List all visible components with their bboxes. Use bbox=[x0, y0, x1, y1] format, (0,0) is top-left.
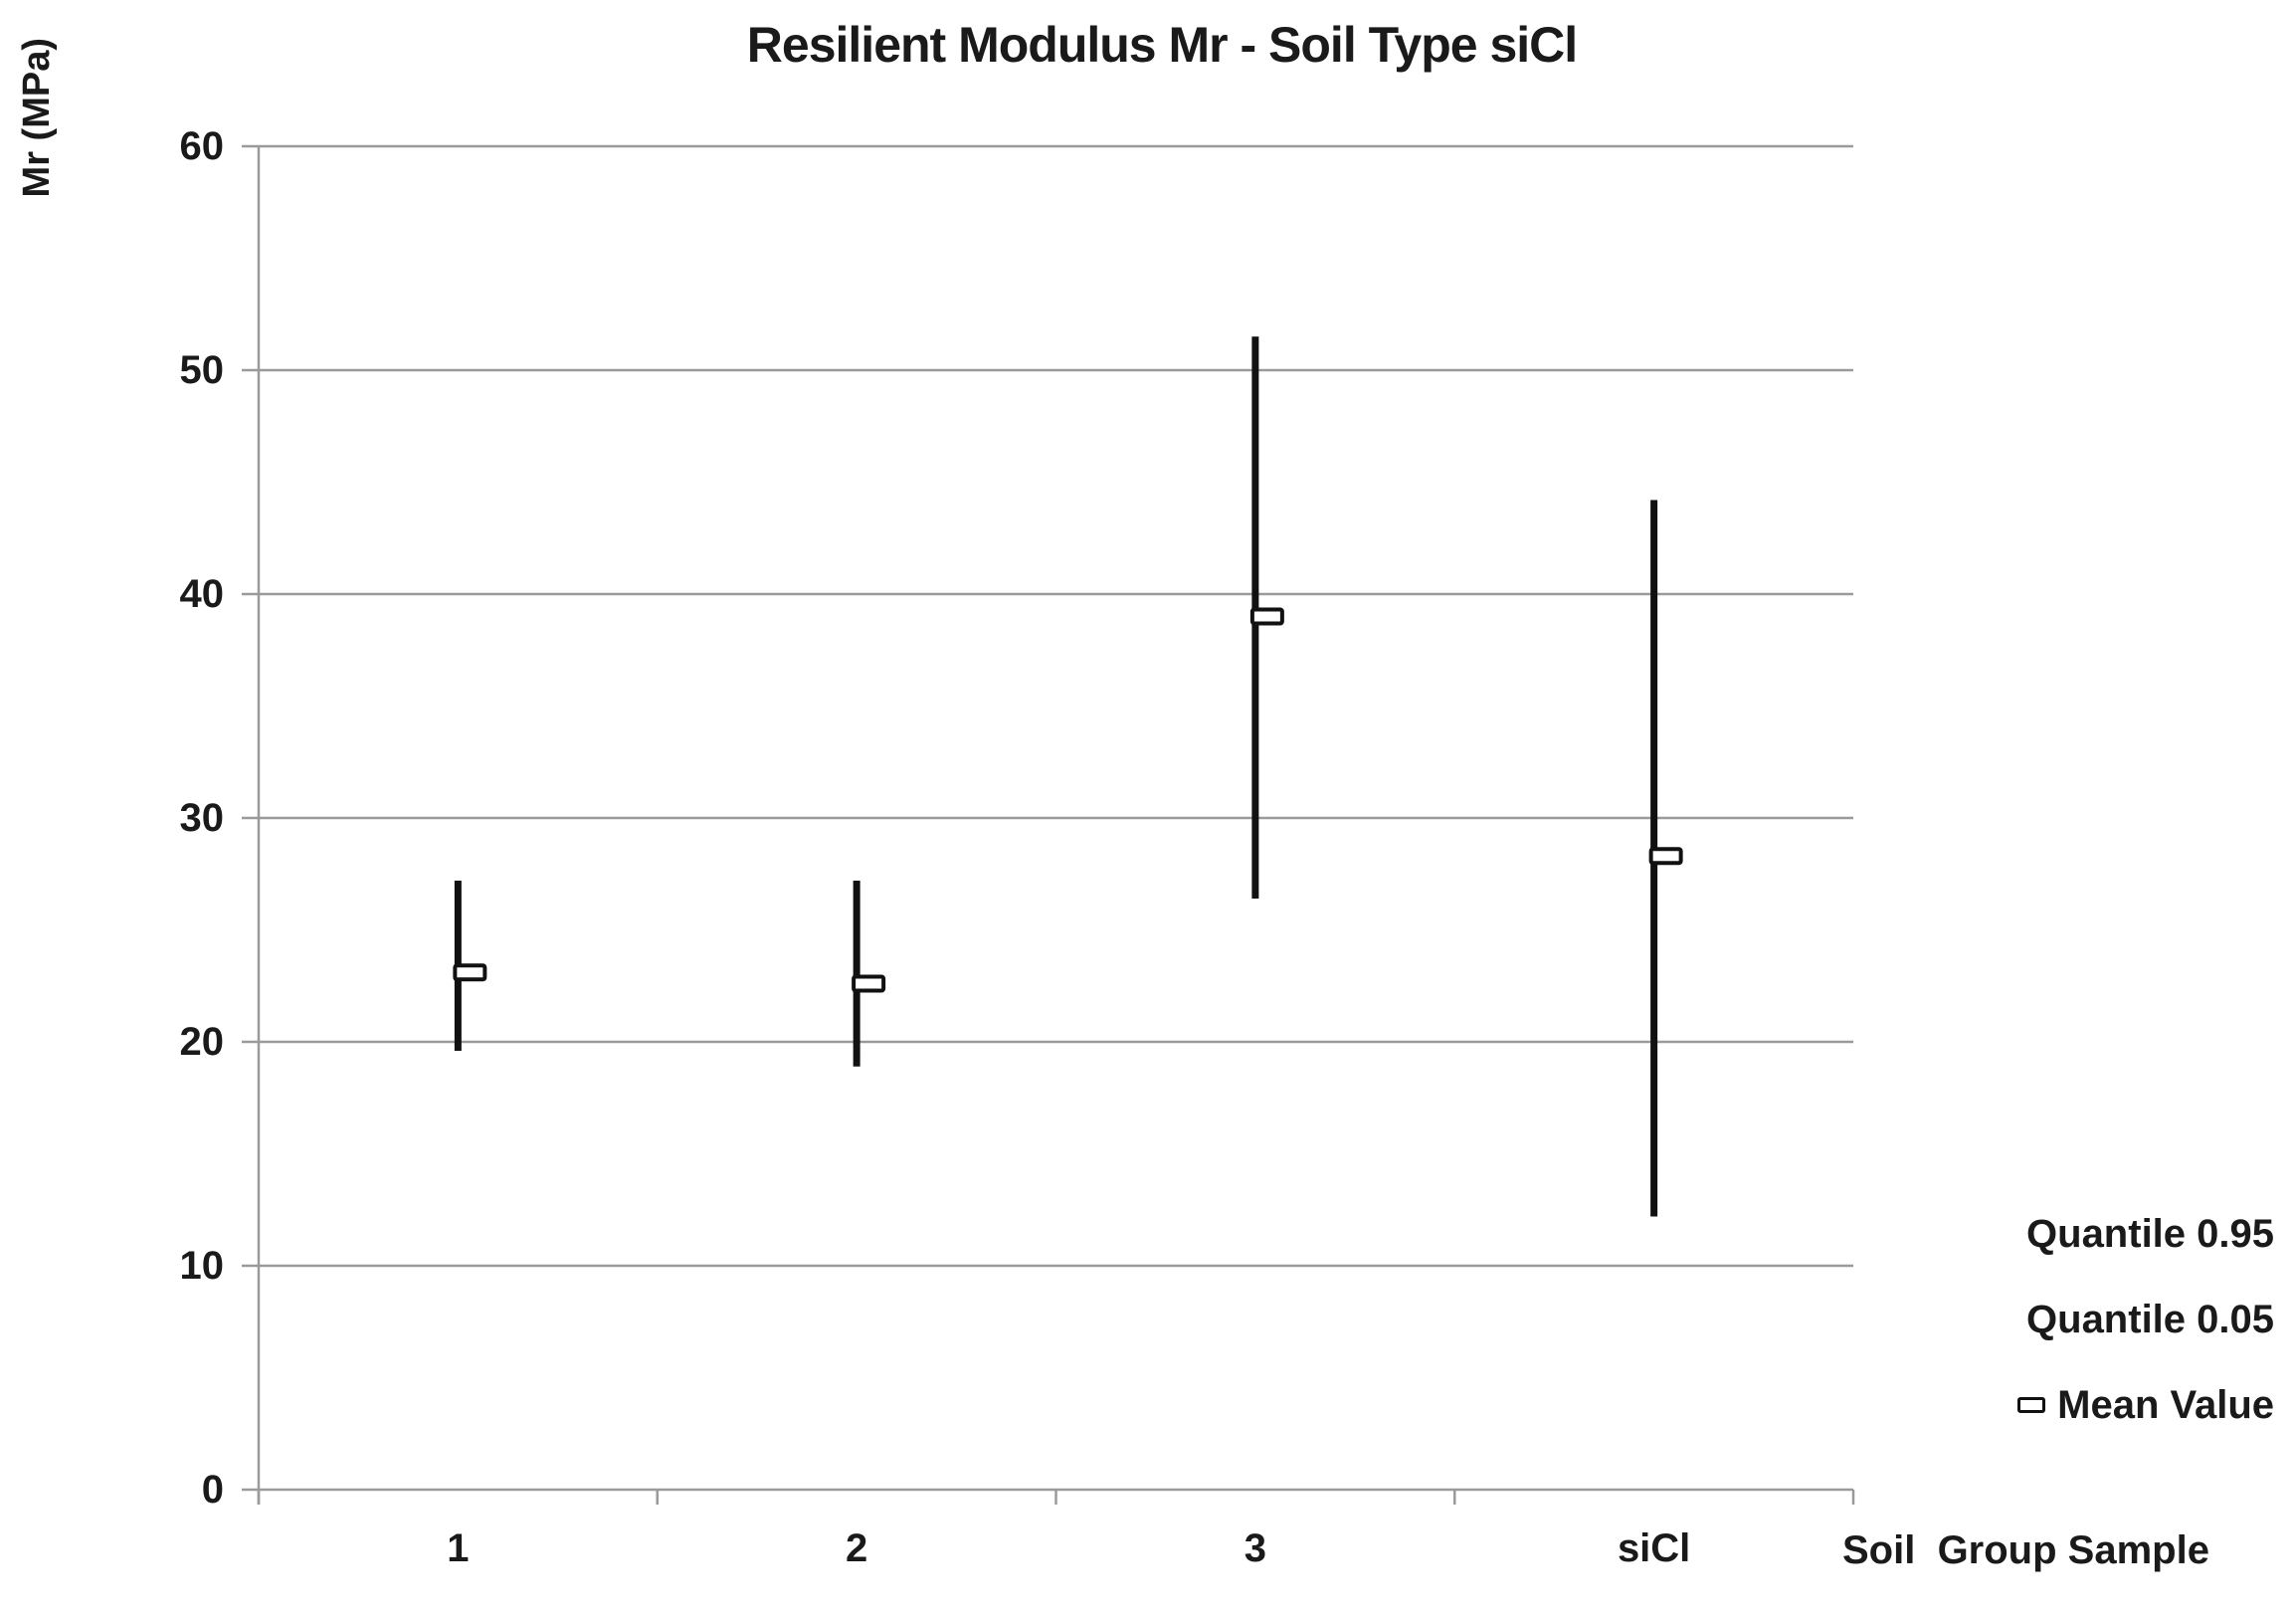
legend-item-quantile-005: Quantile 0.05 bbox=[2026, 1298, 2274, 1341]
legend-label: Quantile 0.05 bbox=[2026, 1298, 2274, 1341]
y-tick-label: 30 bbox=[179, 796, 225, 840]
mean-value-marker-icon bbox=[2017, 1397, 2046, 1413]
x-axis-title: Soil Group Sample bbox=[1842, 1528, 2209, 1572]
legend-item-mean-value: Mean Value bbox=[2017, 1383, 2274, 1427]
y-tick-label: 10 bbox=[179, 1244, 225, 1288]
y-tick-label: 40 bbox=[179, 572, 225, 616]
x-tick-label: 2 bbox=[846, 1526, 868, 1570]
legend-item-quantile-095: Quantile 0.95 bbox=[2026, 1212, 2274, 1256]
y-tick-label: 20 bbox=[179, 1020, 225, 1064]
x-tick-label: 1 bbox=[447, 1526, 470, 1570]
mean-value-marker bbox=[1249, 607, 1284, 626]
legend: Quantile 0.95 Quantile 0.05 Mean Value bbox=[2017, 1212, 2274, 1427]
mean-value-marker bbox=[1648, 847, 1683, 866]
mean-value-marker bbox=[453, 963, 487, 982]
legend-label: Mean Value bbox=[2057, 1383, 2274, 1427]
x-tick-label: 3 bbox=[1244, 1526, 1266, 1570]
legend-label: Quantile 0.95 bbox=[2026, 1212, 2274, 1256]
chart-title: Resilient Modulus Mr - Soil Type siCl bbox=[746, 17, 1578, 73]
y-tick-label: 0 bbox=[201, 1468, 224, 1512]
y-tick-label: 50 bbox=[179, 348, 225, 392]
y-tick-label: 60 bbox=[179, 124, 225, 168]
x-tick-label: siCl bbox=[1617, 1526, 1691, 1570]
mean-value-marker bbox=[852, 974, 886, 993]
